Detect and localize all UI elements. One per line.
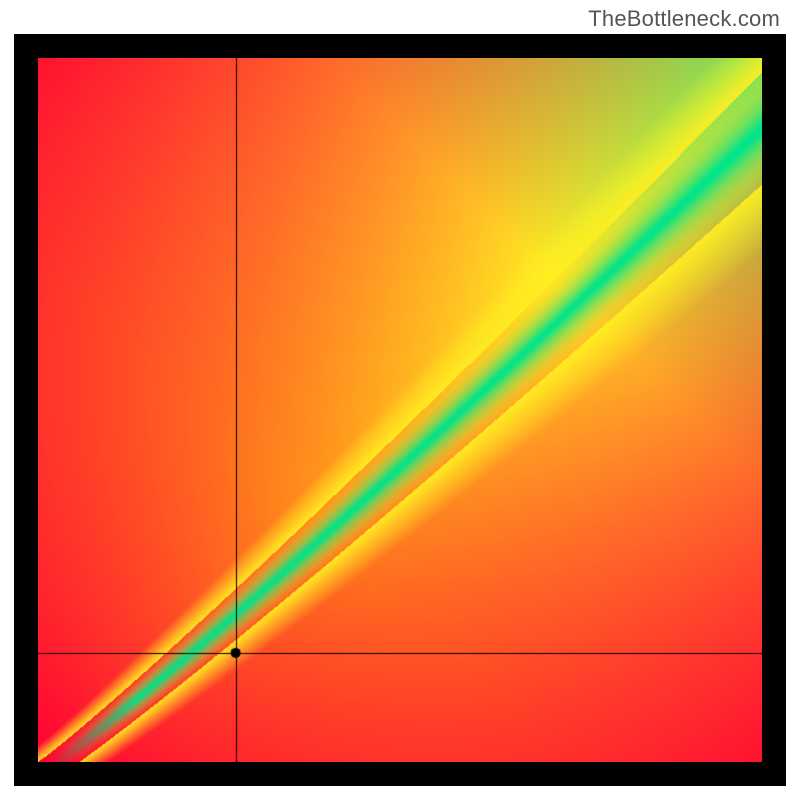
bottleneck-heatmap-container: TheBottleneck.com <box>0 0 800 800</box>
watermark-label: TheBottleneck.com <box>588 6 780 32</box>
heatmap-canvas <box>38 58 762 762</box>
